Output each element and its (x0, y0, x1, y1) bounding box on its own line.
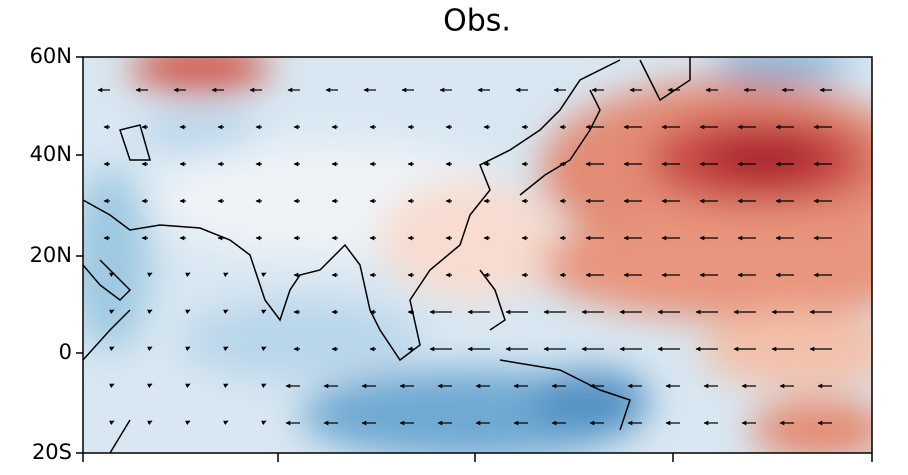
wind-arrow (147, 420, 153, 426)
wind-arrow (109, 383, 115, 389)
wind-arrow (261, 420, 267, 426)
wind-arrow (109, 346, 115, 352)
wind-arrow (185, 346, 191, 352)
wind-arrow (261, 383, 267, 389)
wind-arrow (223, 383, 229, 389)
wind-arrow (147, 309, 153, 315)
lat-label: 20N (30, 243, 72, 267)
wind-arrow (147, 272, 153, 278)
lat-label: 60N (30, 44, 72, 68)
wind-arrow (185, 272, 191, 278)
wind-arrow (223, 272, 229, 278)
map-title: Obs. (443, 4, 511, 39)
lat-label: 0 (59, 340, 72, 364)
wind-arrow (223, 346, 229, 352)
wind-arrow (109, 309, 115, 315)
plot-frame (82, 56, 873, 454)
wind-arrow (261, 346, 267, 352)
wind-arrow (223, 309, 229, 315)
wind-arrow (261, 272, 267, 278)
wind-arrow (223, 420, 229, 426)
wind-vectors (97, 87, 832, 426)
wind-arrow (109, 272, 115, 278)
lat-label: 40N (30, 142, 72, 166)
wind-arrow (185, 420, 191, 426)
wind-arrow (147, 346, 153, 352)
axis-ticks (76, 56, 873, 462)
wind-arrow (261, 309, 267, 315)
field (83, 57, 872, 453)
lat-label: 20S (32, 440, 72, 464)
wind-arrow (109, 420, 115, 426)
wind-arrow (185, 383, 191, 389)
wind-arrow (185, 309, 191, 315)
wind-arrow (147, 383, 153, 389)
